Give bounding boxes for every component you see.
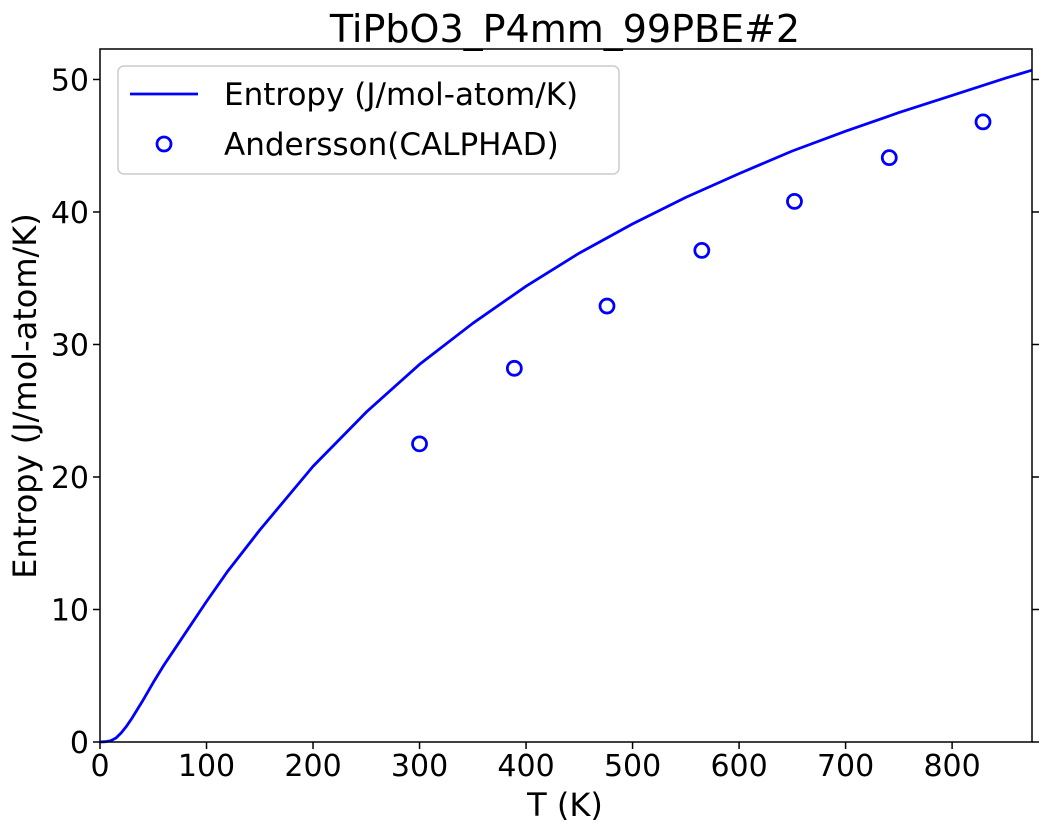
plot-frame [99,48,1033,743]
legend-box [117,65,620,175]
scatter-point [880,149,898,167]
scatter-point [598,297,616,315]
y-tick-label: 50 [51,63,89,98]
scatter-point [505,359,523,377]
y-tick-label: 0 [70,726,89,761]
x-tick-label: 600 [710,749,767,784]
y-tick-label: 40 [51,196,89,231]
x-tick-label: 700 [817,749,874,784]
x-tick-label: 400 [497,749,554,784]
plot-area: 0 100 200 300 400 500 600 700 800 0 10 20 30 40 50 [51,48,1039,784]
chart-title: TiPbO3_P4mm_99PBE#2 [329,7,800,51]
y-tick-label: 30 [51,328,89,363]
series-line-entropy [99,68,1033,744]
x-axis-label: T (K) [526,786,603,824]
y-tick-label: 10 [51,593,89,628]
x-tick-label: 100 [178,749,235,784]
x-tick-label: 300 [391,749,448,784]
x-tick-label: 0 [90,749,109,784]
scatter-point [693,242,711,259]
y-tick-label: 20 [51,461,89,496]
x-tick-label: 800 [923,749,980,784]
legend: Entropy (J/mol-atom/K) Andersson(CALPHAD) [117,65,620,175]
scatter-point [974,113,992,131]
legend-entry-label: Entropy (J/mol-atom/K) [224,77,578,113]
legend-marker-swatch [155,135,173,153]
scatter-point [786,192,803,210]
y-axis-label: Entropy (J/mol-atom/K) [6,213,44,579]
x-tick-label: 500 [604,749,661,784]
legend-entry-label: Andersson(CALPHAD) [224,127,559,163]
x-tick-label: 200 [284,749,341,784]
scatter-point [411,435,428,453]
